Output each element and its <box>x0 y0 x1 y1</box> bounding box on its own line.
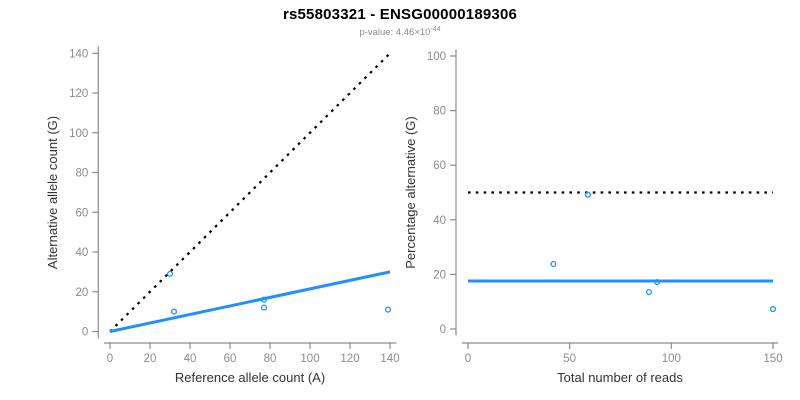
y-tick-label: 20 <box>76 287 89 299</box>
figure-header: rs55803321 - ENSG00000189306 p-value: 4.… <box>0 6 800 38</box>
y-axis-title: Alternative allele count (G) <box>45 116 60 269</box>
x-axis-title: Total number of reads <box>557 370 683 385</box>
p-value-subtitle: p-value: 4.46×10-44 <box>0 26 800 38</box>
y-tick-label: 80 <box>433 106 446 118</box>
y-axis-title: Percentage alternative (G) <box>403 116 418 268</box>
y-tick-label: 40 <box>76 247 89 259</box>
data-point <box>645 289 653 296</box>
x-tick-label: 80 <box>264 353 277 365</box>
y-tick-label: 20 <box>433 269 446 281</box>
x-tick-label: 40 <box>184 353 197 365</box>
x-tick-label: 50 <box>563 353 576 365</box>
x-tick-label: 60 <box>224 353 237 365</box>
y-tick-label: 60 <box>76 207 89 219</box>
y-tick-label: 100 <box>427 51 446 63</box>
y-tick-label: 100 <box>69 128 88 140</box>
data-point <box>769 306 777 313</box>
y-tick-label: 120 <box>69 88 88 100</box>
x-tick-label: 150 <box>763 353 782 365</box>
x-axis-title: Reference allele count (A) <box>175 370 325 385</box>
p-value-mantissa: 4.46 <box>395 27 415 39</box>
x-tick-label: 140 <box>380 353 399 365</box>
y-tick-label: 0 <box>82 327 88 339</box>
p-value-exponent: -44 <box>430 26 441 33</box>
data-point <box>384 306 392 313</box>
page-title: rs55803321 - ENSG00000189306 <box>282 6 518 23</box>
data-point <box>170 308 178 315</box>
y-tick-label: 40 <box>433 215 446 227</box>
data-point <box>166 270 174 277</box>
x-tick-label: 20 <box>144 353 157 365</box>
p-value-base: 10 <box>419 27 431 39</box>
y-tick-label: 0 <box>440 324 446 336</box>
multiply-sign: × <box>414 27 420 39</box>
data-point <box>550 260 557 268</box>
data-point <box>584 191 592 198</box>
data-point <box>260 296 268 303</box>
x-tick-label: 100 <box>300 353 319 365</box>
data-point <box>654 278 661 286</box>
p-value-prefix: p-value: <box>359 27 396 39</box>
y-tick-label: 80 <box>76 168 89 180</box>
fit-line <box>109 270 391 333</box>
x-tick-label: 100 <box>662 353 681 365</box>
y-tick-label: 140 <box>69 48 88 60</box>
x-tick-label: 0 <box>465 353 471 365</box>
data-point <box>260 304 268 311</box>
x-tick-label: 0 <box>107 353 113 365</box>
y-tick-label: 60 <box>433 160 446 172</box>
identity-line <box>109 52 391 333</box>
x-tick-label: 120 <box>340 353 359 365</box>
